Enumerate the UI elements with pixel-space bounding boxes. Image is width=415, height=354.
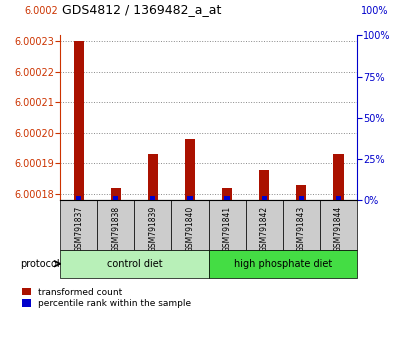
Bar (134, 200, 171, 250)
Bar (320, 200, 357, 250)
Bar (185, 139, 195, 200)
Bar (111, 188, 121, 200)
Text: 100%: 100% (361, 6, 388, 16)
Bar (76, 196, 81, 200)
Bar (150, 196, 156, 200)
Text: high phosphate diet: high phosphate diet (234, 259, 332, 269)
Text: GSM791842: GSM791842 (260, 206, 269, 252)
Text: GSM791837: GSM791837 (74, 206, 83, 252)
Text: GDS4812 / 1369482_a_at: GDS4812 / 1369482_a_at (62, 3, 222, 16)
Bar (148, 154, 158, 200)
Bar (299, 196, 304, 200)
Bar (171, 200, 209, 250)
Bar (261, 196, 267, 200)
Text: GSM791843: GSM791843 (297, 206, 306, 252)
Bar (225, 196, 229, 200)
Legend: transformed count, percentile rank within the sample: transformed count, percentile rank withi… (22, 288, 191, 308)
Bar (336, 196, 341, 200)
Bar (333, 154, 344, 200)
Bar (209, 200, 246, 250)
Bar (113, 196, 118, 200)
Bar (209, 250, 357, 278)
Bar (60, 250, 209, 278)
Bar (73, 41, 84, 200)
Text: GSM791838: GSM791838 (111, 206, 120, 252)
Bar (97, 200, 134, 250)
Text: protocol: protocol (20, 259, 59, 269)
Bar (283, 200, 320, 250)
Text: GSM791844: GSM791844 (334, 206, 343, 252)
Text: GSM791841: GSM791841 (222, 206, 232, 252)
Bar (222, 188, 232, 200)
Bar (188, 196, 193, 200)
Text: 6.0002: 6.0002 (24, 6, 58, 16)
Bar (60, 200, 97, 250)
Bar (259, 170, 269, 200)
Bar (296, 185, 306, 200)
Text: control diet: control diet (107, 259, 162, 269)
Text: GSM791839: GSM791839 (149, 206, 157, 252)
Text: GSM791840: GSM791840 (186, 206, 195, 252)
Bar (246, 200, 283, 250)
